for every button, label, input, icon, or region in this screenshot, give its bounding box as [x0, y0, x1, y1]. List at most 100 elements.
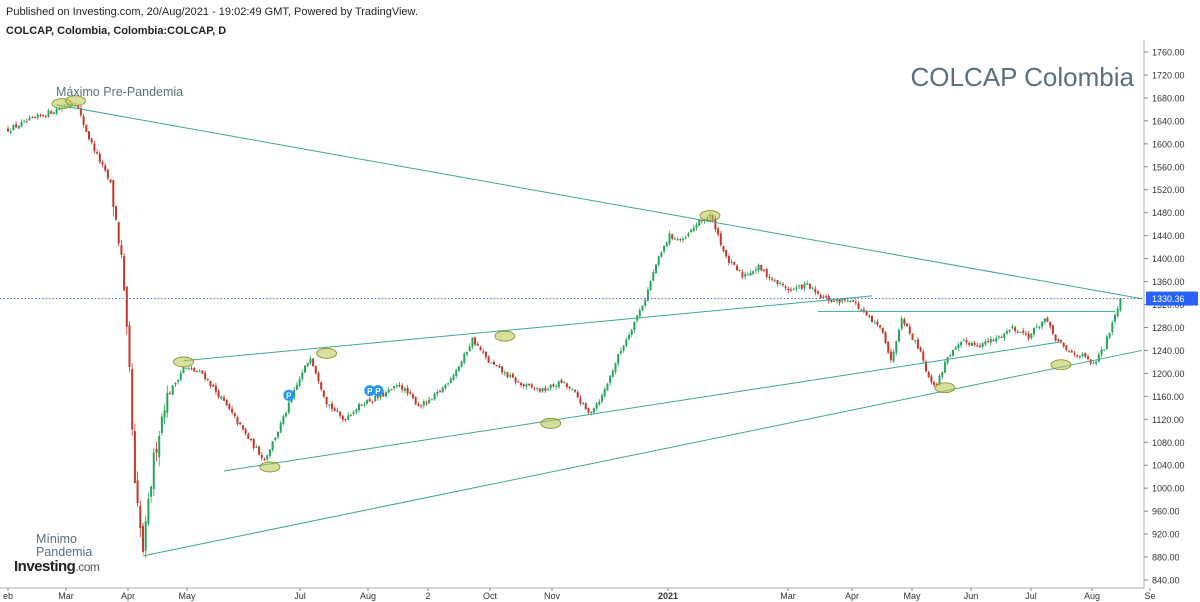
candle-body: [44, 115, 47, 117]
published-info: Published on Investing.com, 20/Aug/2021 …: [6, 6, 418, 18]
candle-body: [865, 311, 868, 316]
candle-body: [347, 415, 350, 420]
candle-body: [757, 264, 760, 271]
candle-body: [933, 382, 936, 385]
price-tick-label: 1000.00: [1152, 484, 1185, 494]
candle-body: [730, 261, 733, 263]
candle-body: [784, 286, 787, 288]
candle-body: [158, 435, 161, 458]
candle-body: [979, 345, 981, 348]
candle-body: [201, 370, 204, 374]
candle-body: [970, 342, 973, 346]
candle-body: [1065, 345, 1068, 350]
candle-body: [244, 429, 247, 434]
candle-body: [457, 366, 460, 371]
candle-body: [366, 399, 369, 404]
candle-body: [1035, 326, 1038, 328]
price-tick-label: 1560.00: [1152, 162, 1185, 172]
candle-body: [117, 222, 120, 244]
candle-body: [536, 388, 539, 390]
price-tick-label: 1440.00: [1152, 231, 1185, 241]
candle-body: [884, 332, 887, 344]
candle-body: [425, 402, 428, 404]
candle-body: [717, 228, 720, 235]
highlight-ellipse: [699, 210, 721, 221]
candle-body: [876, 321, 879, 325]
price-tick-label: 960.00: [1152, 507, 1180, 517]
candle-body: [965, 340, 968, 343]
candle-body: [800, 284, 803, 289]
candle-body: [131, 369, 134, 430]
candle-body: [187, 368, 190, 370]
candle-body: [879, 325, 882, 328]
candle-body: [541, 388, 544, 392]
candle-body: [881, 327, 884, 333]
candle-body: [498, 365, 501, 368]
price-tick-label: 840.00: [1152, 576, 1180, 586]
candle-body: [754, 269, 757, 271]
max-label: Máximo Pre-Pandemia: [56, 85, 183, 99]
candle-body: [447, 383, 450, 385]
candle-body: [930, 376, 933, 383]
candle-body: [474, 337, 477, 345]
candle-body: [576, 391, 579, 398]
candle-body: [428, 399, 431, 404]
candle-body: [106, 169, 109, 179]
time-tick-label: 2: [425, 591, 430, 601]
candle-body: [814, 288, 817, 293]
candle-body: [1022, 330, 1025, 333]
candle-body: [719, 233, 722, 245]
candle-body: [528, 383, 531, 386]
price-tick-label: 1400.00: [1152, 254, 1185, 264]
event-label: P: [375, 387, 381, 396]
candle-body: [401, 385, 404, 390]
candle-body: [749, 272, 752, 276]
candle-body: [727, 256, 730, 263]
candle-body: [93, 143, 96, 152]
candle-body: [968, 342, 971, 345]
highlight-ellipse: [259, 461, 281, 473]
candle-body: [752, 271, 755, 274]
candle-body: [738, 270, 741, 272]
candle-body: [79, 108, 82, 116]
candle-body: [598, 401, 601, 405]
candle-body: [1027, 333, 1030, 339]
candle-body: [646, 289, 649, 301]
candle-body: [911, 333, 914, 340]
candle-body: [746, 274, 749, 276]
candle-body: [1103, 349, 1106, 351]
price-tick-label: 1120.00: [1152, 415, 1184, 425]
candle-body: [798, 285, 801, 287]
trendline: [183, 295, 873, 362]
candle-body: [455, 369, 458, 376]
candle-body: [919, 347, 922, 352]
candle-body: [660, 252, 663, 257]
candle-body: [252, 439, 255, 448]
candle-body: [860, 309, 863, 311]
candle-body: [1030, 333, 1033, 339]
candle-body: [1038, 326, 1041, 328]
candle-body: [560, 379, 563, 383]
candle-body: [898, 329, 900, 342]
candle-body: [803, 283, 806, 289]
candle-body: [1105, 336, 1108, 350]
candle-body: [320, 382, 323, 390]
candle-body: [908, 326, 911, 334]
price-tick-label: 880.00: [1152, 553, 1180, 563]
candle-body: [1114, 314, 1116, 322]
candle-body: [349, 414, 352, 416]
price-tick-label: 1480.00: [1152, 208, 1185, 218]
candle-body: [328, 404, 331, 406]
candle-body: [606, 383, 609, 391]
candle-body: [490, 362, 493, 364]
candle-body: [700, 220, 703, 222]
candle-body: [358, 404, 360, 411]
time-tick-label: Apr: [845, 591, 859, 601]
candle-body: [765, 269, 768, 277]
event-label: P: [367, 387, 373, 396]
candle-body: [1097, 354, 1100, 362]
min-label-line2: Pandemia: [36, 545, 92, 559]
candle-body: [247, 433, 250, 439]
candle-body: [1087, 356, 1089, 360]
